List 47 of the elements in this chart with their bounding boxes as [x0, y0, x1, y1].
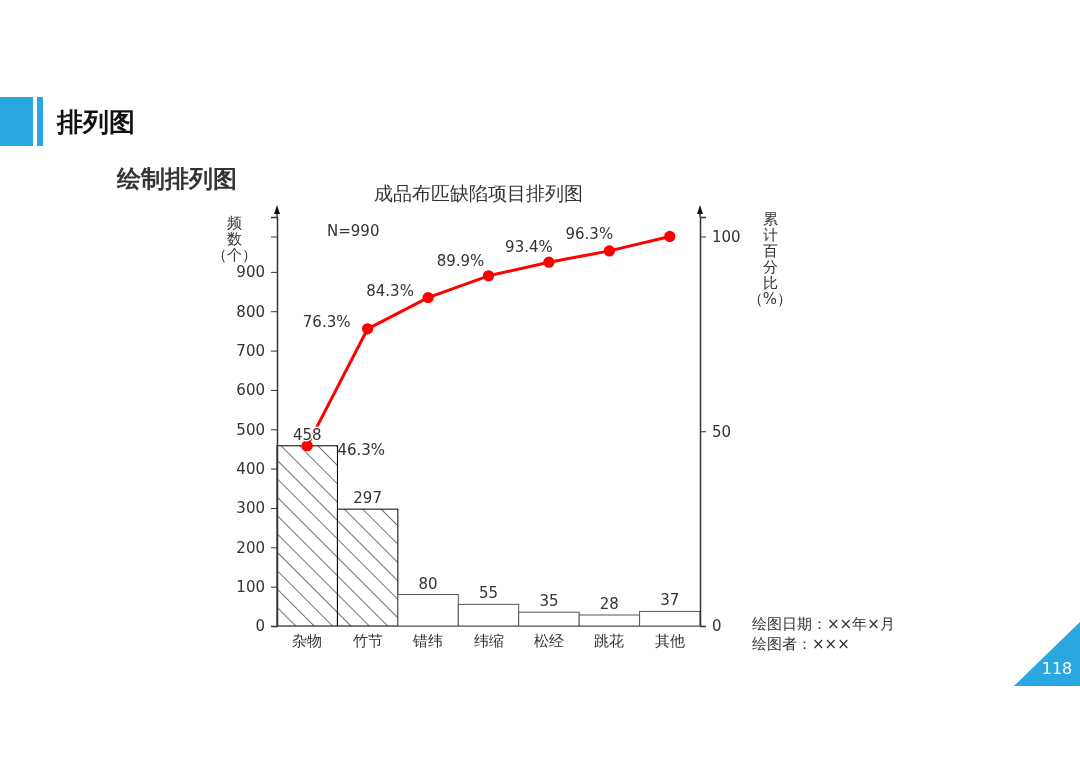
point: [482, 270, 495, 282]
data-label: 37: [660, 591, 680, 610]
x-tick-label: 松经: [533, 631, 564, 650]
y-tick-label: 0: [255, 617, 265, 636]
x-tick-label: 跳花: [594, 631, 625, 650]
x-tick-label: 竹节: [352, 631, 383, 650]
y-tick-label: 600: [236, 381, 265, 400]
point: [422, 292, 434, 304]
x-tick-label: 其他: [654, 631, 685, 650]
annotation: N=990: [327, 222, 380, 240]
data-label: 96.3%: [565, 225, 614, 244]
text: 排列图: [56, 107, 135, 137]
data-label: 93.4%: [505, 237, 553, 256]
y-tick-label: 400: [236, 459, 265, 478]
data-label: 80: [418, 574, 438, 593]
text: 118: [1041, 659, 1073, 678]
data-label: 46.3%: [337, 441, 386, 460]
text: 绘图者：×××: [752, 635, 850, 653]
y-tick-label: 800: [236, 302, 265, 321]
y-tick-label: 100: [236, 577, 265, 596]
data-label: 297: [353, 489, 382, 508]
x-tick-label: 纬缩: [473, 631, 504, 650]
text: 绘图日期：××年×月: [752, 615, 895, 633]
y-tick-label: 200: [236, 538, 265, 557]
data-label: 28: [599, 594, 619, 613]
y-tick-label: 300: [236, 499, 265, 518]
y2-axis-title: 累计百分比（%）: [747, 210, 793, 308]
y2-tick-label: 50: [712, 422, 732, 441]
y-axis-title: 频数（个）: [211, 214, 257, 264]
chart-title: 成品布匹缺陷项目排列图: [373, 182, 583, 204]
y-tick-label: 900: [236, 263, 265, 282]
y-tick-label: 700: [236, 341, 265, 360]
y-tick-label: 500: [236, 420, 265, 439]
x-tick-label: 错纬: [412, 631, 444, 650]
point: [603, 245, 615, 257]
data-label: 76.3%: [302, 313, 351, 332]
data-label: 35: [539, 592, 559, 611]
y2-tick-label: 0: [712, 617, 722, 636]
point: [543, 256, 555, 268]
data-label: 55: [478, 584, 499, 603]
data-label: 89.9%: [436, 252, 485, 271]
text: 绘制排列图: [116, 165, 237, 193]
point: [362, 323, 374, 335]
data-label: 84.3%: [366, 282, 414, 301]
y2-tick-label: 100: [712, 227, 741, 246]
x-tick-label: 杂物: [292, 631, 323, 650]
point: [664, 230, 676, 243]
